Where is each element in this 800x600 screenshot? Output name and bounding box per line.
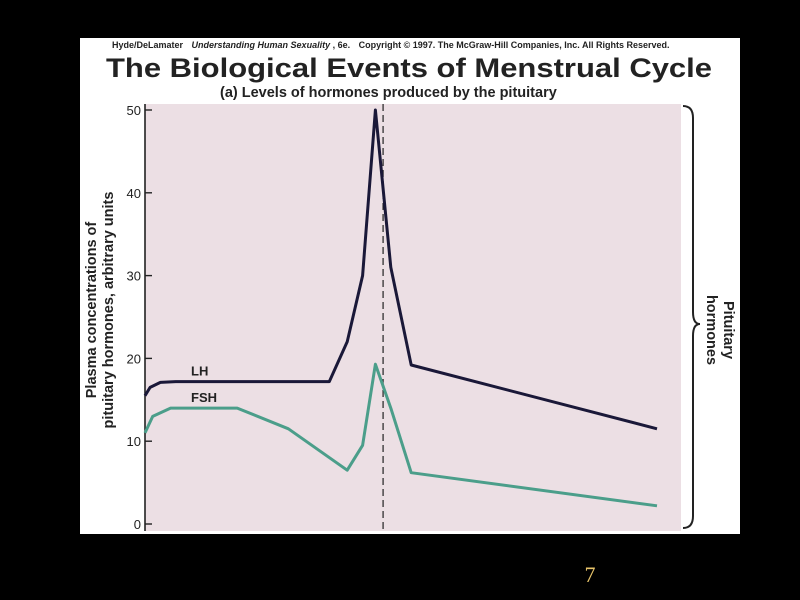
credit-line: Hyde/DeLamater Understanding Human Sexua… (112, 40, 670, 50)
credit-edition: , 6e. (333, 40, 351, 50)
y-axis-title: Plasma concentrations ofpituitary hormon… (84, 192, 117, 429)
series-group: LH FSH (143, 108, 658, 508)
credit-authors: Hyde/DeLamater (112, 40, 184, 50)
series-label-fsh: FSH (191, 390, 217, 405)
y-tick-label: 30 (127, 269, 141, 284)
chart-subtitle: (a) Levels of hormones produced by the p… (220, 85, 557, 101)
y-tick-label: 40 (127, 186, 141, 201)
y-tick-label: 10 (127, 434, 141, 449)
bracket-label-text: Pituitaryhormones (703, 295, 736, 365)
y-tick-label: 0 (134, 517, 141, 532)
series-label-lh: LH (191, 364, 208, 379)
pituitary-bracket (682, 105, 701, 529)
chart-title: The Biological Events of Menstrual Cycle (106, 53, 712, 83)
credit-book-title: Understanding Human Sexuality (192, 40, 332, 50)
y-ticks: 0 10 20 30 40 50 (127, 103, 152, 532)
y-tick-label: 20 (127, 351, 141, 366)
plot-area (145, 104, 681, 531)
credit-copyright: Copyright © 1997. The McGraw-Hill Compan… (359, 40, 670, 50)
series-line-lh (143, 108, 658, 431)
y-axis-label: Plasma concentrations ofpituitary hormon… (84, 192, 117, 429)
y-tick-label: 50 (127, 103, 141, 118)
series-line-fsh (143, 362, 658, 508)
page-number: 7 (584, 562, 596, 587)
bracket-label: Pituitaryhormones (703, 295, 736, 365)
